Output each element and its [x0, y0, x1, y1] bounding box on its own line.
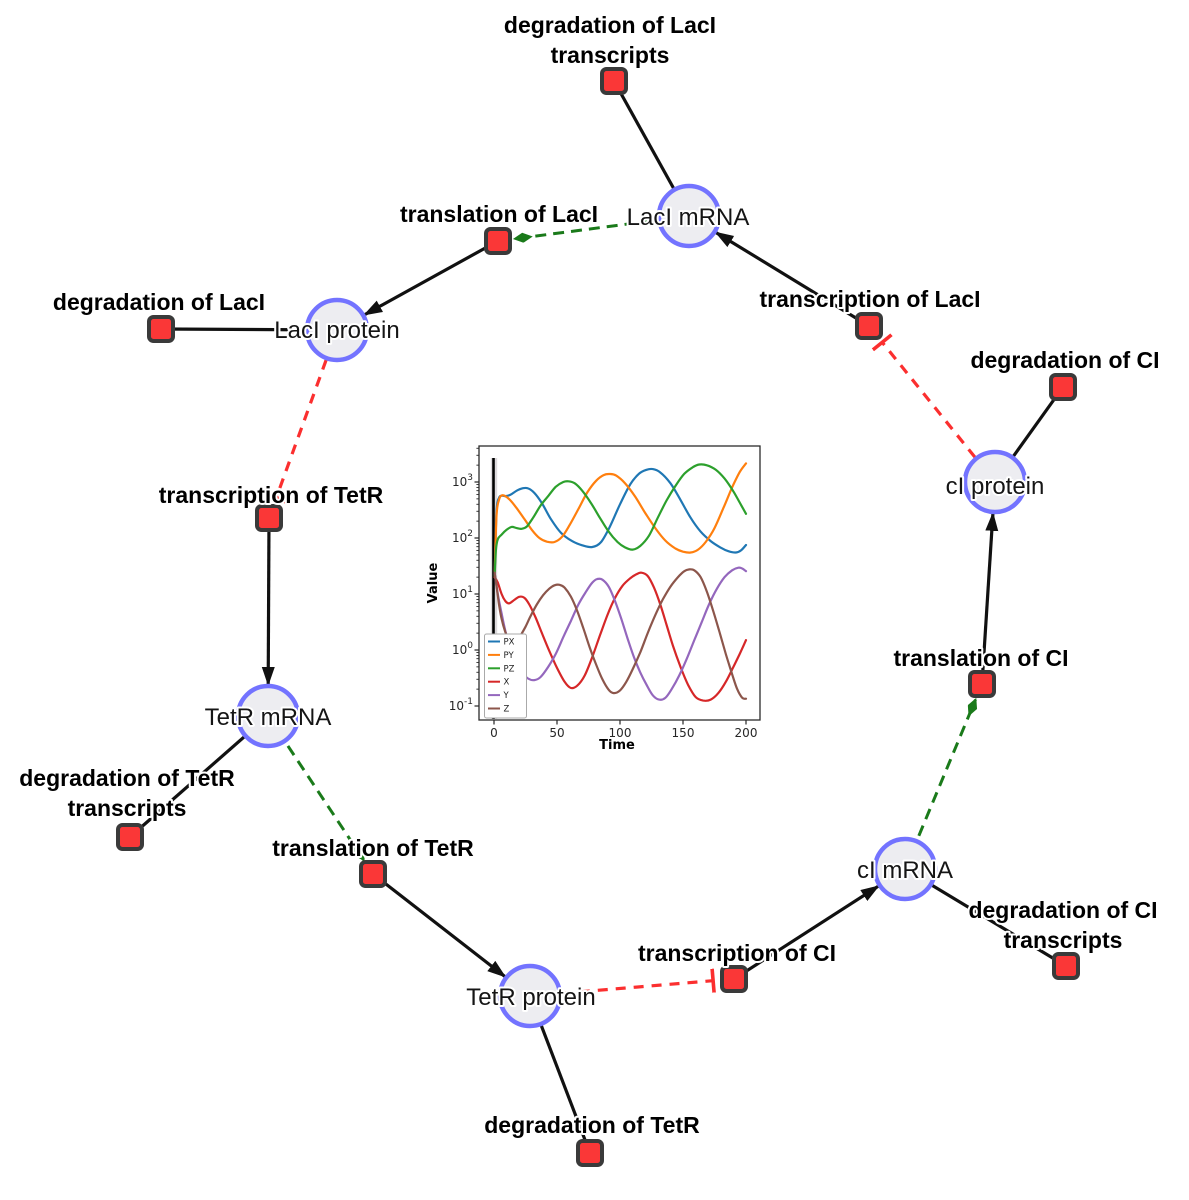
edge-modifier-ci_mrna-to-transl_ci — [903, 697, 978, 870]
reaction-label-deg_tetr: degradation of TetR — [484, 1112, 700, 1138]
species-node-tetr_protein[interactable] — [497, 963, 563, 1029]
reaction-label-deg_tetr_tx-line1: degradation of TetR — [19, 765, 235, 791]
y-tick-label: 100 — [452, 641, 473, 657]
reaction-label-deg_laci_tx-line2: transcripts — [551, 42, 670, 68]
y-tick-label: 102 — [452, 529, 473, 545]
reaction-node-transl_laci[interactable] — [484, 227, 512, 255]
edge-production-transl_laci-to-laci_protein — [363, 239, 499, 316]
reaction-node-deg_tetr_tx[interactable] — [116, 823, 144, 851]
reaction-node-transl_tetr[interactable] — [359, 860, 387, 888]
reaction-node-transl_ci[interactable] — [968, 670, 996, 698]
reaction-label-deg_ci_tx-line2: transcripts — [1004, 927, 1123, 953]
series-PY-curve — [493, 462, 748, 579]
legend-label-PY: PY — [504, 651, 515, 661]
reaction-label-transl_laci: translation of LacI — [400, 201, 598, 227]
species-node-ci_mrna[interactable] — [872, 836, 938, 902]
reaction-label-deg_ci_tx-line1: degradation of CI — [968, 897, 1157, 923]
y-axis-label: Value — [426, 562, 441, 603]
edge-inhibition-tetr_protein-to-txn_ci — [561, 968, 716, 995]
legend-label-Y: Y — [503, 691, 510, 701]
reaction-label-txn_laci: transcription of LacI — [759, 286, 980, 312]
species-label-tetr_protein: TetR protein — [466, 984, 595, 1011]
species-label-laci_mrna: LacI mRNA — [627, 204, 750, 231]
x-tick-label: 0 — [490, 726, 498, 740]
reaction-node-txn_ci[interactable] — [720, 965, 748, 993]
species-node-tetr_mrna[interactable] — [235, 683, 301, 749]
chart-legend: PX PY PZ XYZ — [484, 633, 527, 719]
reaction-label-transl_ci: translation of CI — [893, 645, 1068, 671]
plot-frame — [478, 445, 761, 721]
legend-label-PZ: PZ — [504, 664, 515, 674]
y-tick-label: 103 — [452, 473, 473, 489]
reaction-label-deg_laci: degradation of LacI — [53, 289, 265, 315]
reaction-label-deg_ci: degradation of CI — [970, 347, 1159, 373]
reaction-label-deg_tetr_tx-line2: transcripts — [68, 795, 187, 821]
edge-production-transl_ci-to-ci_protein — [980, 511, 999, 685]
edge-production-txn_tetr-to-tetr_mrna — [261, 517, 275, 686]
edge-production-transl_tetr-to-tetr_protein — [372, 872, 507, 978]
edge-inhibition-ci_protein-to-txn_laci — [871, 333, 977, 459]
species-label-ci_protein: cI protein — [946, 473, 1045, 500]
legend-label-X: X — [504, 678, 510, 688]
x-tick-label: 100 — [609, 726, 632, 740]
edge-modifier-laci_mrna-to-transl_laci — [512, 214, 690, 243]
reaction-node-deg_tetr[interactable] — [576, 1139, 604, 1167]
x-tick-label: 50 — [549, 726, 564, 740]
species-node-ci_protein[interactable] — [962, 449, 1028, 515]
labels-layer: LacI mRNA LacI protein TetR mRNA TetR prote… — [17, 10, 1161, 1140]
reaction-node-deg_laci_tx[interactable] — [600, 67, 628, 95]
series-PX-curve — [493, 467, 748, 579]
species-label-ci_mrna: cI mRNA — [857, 857, 953, 884]
series-X-curve — [493, 571, 748, 702]
species-label-tetr_mrna: TetR mRNA — [205, 704, 332, 731]
species-node-laci_protein[interactable] — [304, 297, 370, 363]
reaction-label-txn_ci: transcription of CI — [638, 940, 836, 966]
reaction-label-txn_tetr: transcription of TetR — [159, 482, 384, 508]
edge-inhibition-laci_protein-to-txn_tetr — [264, 359, 328, 505]
reaction-label-deg_laci_tx-line1: degradation of LacI — [504, 12, 716, 38]
x-tick-label: 200 — [735, 726, 758, 740]
edge-production-txn_ci-to-ci_mrna — [733, 884, 880, 981]
reaction-node-txn_laci[interactable] — [855, 312, 883, 340]
legend-label-PX: PX — [504, 638, 515, 648]
reaction-node-deg_ci[interactable] — [1049, 373, 1077, 401]
y-tick-label: 10-1 — [449, 697, 473, 713]
series-PZ-curve — [493, 463, 748, 579]
edge-production-txn_laci-to-laci_mrna — [714, 231, 870, 328]
y-tick-label: 101 — [452, 585, 473, 601]
reaction-node-txn_tetr[interactable] — [255, 504, 283, 532]
x-axis-label: Time — [599, 738, 635, 753]
inset-chart: 0 50 100 150 200 10-1 100 101 102 103 PX PY PZ XYZ Ti… — [426, 445, 761, 753]
reaction-node-deg_ci_tx[interactable] — [1052, 952, 1080, 980]
reaction-label-transl_tetr: translation of TetR — [272, 835, 474, 861]
chart-dynamic: 0 50 100 150 200 10-1 100 101 102 103 PX PY PZ XYZ — [449, 447, 758, 740]
x-tick-label: 150 — [672, 726, 695, 740]
species-node-laci_mrna[interactable] — [656, 183, 722, 249]
species-label-laci_protein: LacI protein — [274, 317, 399, 344]
legend-label-Z: Z — [504, 705, 510, 715]
reaction-node-deg_laci[interactable] — [147, 315, 175, 343]
nodes-layer — [116, 67, 1080, 1167]
